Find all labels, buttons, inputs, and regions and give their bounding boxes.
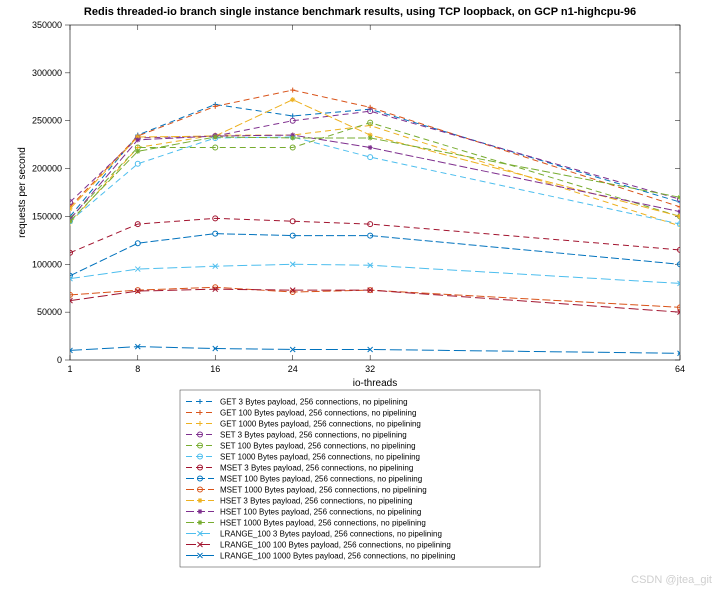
y-tick-label: 100000 (32, 259, 62, 269)
legend-label: GET 3 Bytes payload, 256 connections, no… (220, 398, 408, 407)
series (68, 231, 683, 278)
chart-title: Redis threaded-io branch single instance… (0, 6, 720, 18)
series (68, 133, 683, 222)
y-tick-label: 200000 (32, 164, 62, 174)
x-tick-label: 16 (210, 364, 220, 374)
legend-label: MSET 3 Bytes payload, 256 connections, n… (220, 464, 413, 473)
chart-container: Redis threaded-io branch single instance… (0, 0, 720, 590)
legend: GET 3 Bytes payload, 256 connections, no… (180, 390, 540, 567)
legend-label: HSET 100 Bytes payload, 256 connections,… (220, 508, 421, 517)
x-axis-label: io-threads (353, 378, 397, 389)
x-tick-label: 24 (288, 364, 298, 374)
legend-label: SET 100 Bytes payload, 256 connections, … (220, 442, 416, 451)
series (68, 120, 683, 221)
legend-label: MSET 100 Bytes payload, 256 connections,… (220, 475, 422, 484)
series (68, 287, 683, 315)
legend-label: GET 100 Bytes payload, 256 connections, … (220, 409, 416, 418)
x-tick-label: 64 (675, 364, 685, 374)
legend-label: LRANGE_100 1000 Bytes payload, 256 conne… (220, 552, 455, 561)
legend-label: GET 1000 Bytes payload, 256 connections,… (220, 420, 421, 429)
watermark: CSDN @jtea_git (631, 574, 712, 586)
y-tick-label: 300000 (32, 68, 62, 78)
chart-svg: 0 50000 100000 150000 200000 250000 300000 3500… (0, 0, 720, 590)
legend-label: LRANGE_100 3 Bytes payload, 256 connecti… (220, 530, 442, 539)
y-axis-label: requests per second (17, 147, 28, 238)
series (68, 344, 683, 356)
x-tick-label: 8 (135, 364, 140, 374)
legend-label: HSET 1000 Bytes payload, 256 connections… (220, 519, 426, 528)
series (68, 262, 683, 286)
legend-label: SET 3 Bytes payload, 256 connections, no… (220, 431, 407, 440)
y-tick-label: 50000 (37, 307, 62, 317)
legend-label: HSET 3 Bytes payload, 256 connections, n… (220, 497, 412, 506)
x-tick-label: 1 (67, 364, 72, 374)
series (68, 102, 683, 219)
y-tick-label: 350000 (32, 20, 62, 30)
y-tick-label: 150000 (32, 211, 62, 221)
y-tick-label: 250000 (32, 116, 62, 126)
legend-label: LRANGE_100 100 Bytes payload, 256 connec… (220, 541, 451, 550)
legend-label: SET 1000 Bytes payload, 256 connections,… (220, 453, 420, 462)
legend-label: MSET 1000 Bytes payload, 256 connections… (220, 486, 427, 495)
x-tick-label: 32 (365, 364, 375, 374)
y-tick-label: 0 (57, 355, 62, 365)
series-group (68, 88, 683, 356)
